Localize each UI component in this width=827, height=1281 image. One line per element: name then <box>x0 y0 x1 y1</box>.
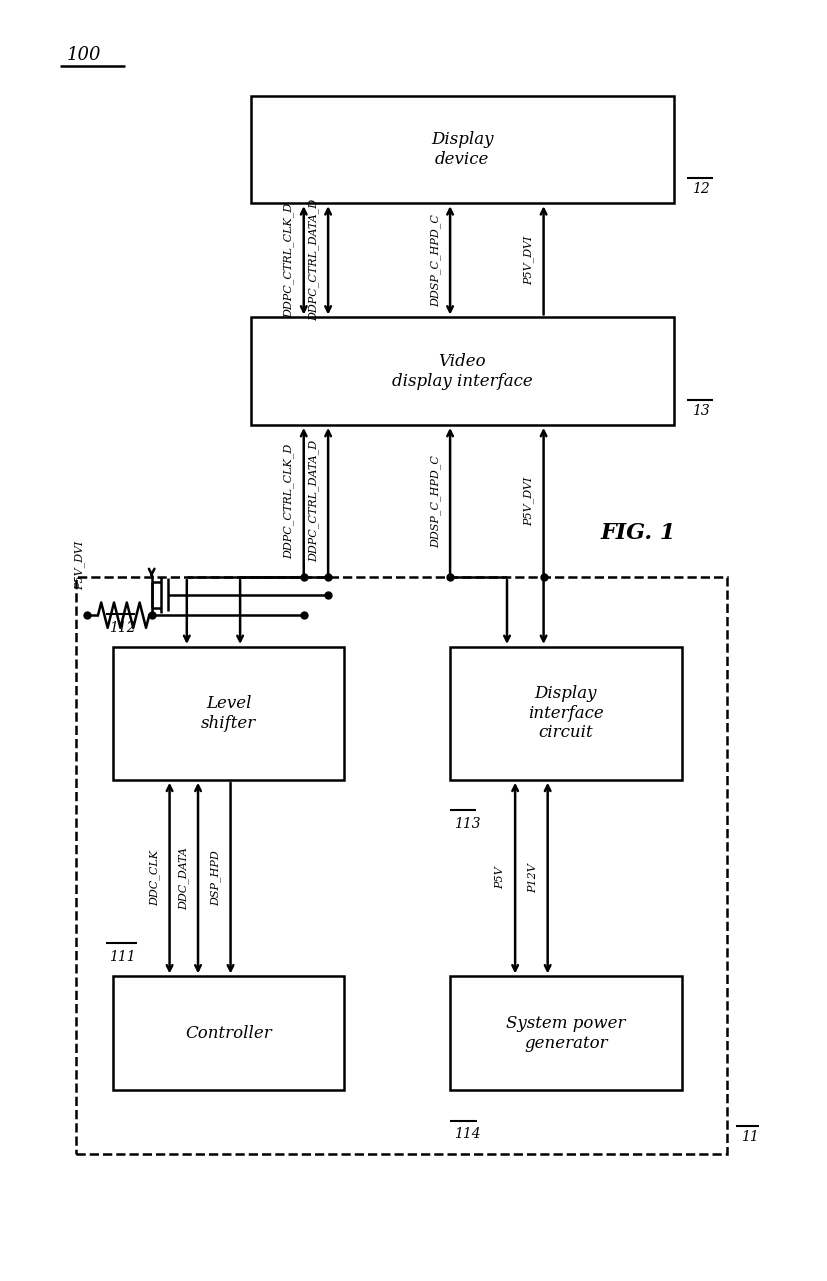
Text: Display
device: Display device <box>431 131 494 168</box>
Text: DDPC_CTRL_DATA_D: DDPC_CTRL_DATA_D <box>308 200 319 322</box>
FancyBboxPatch shape <box>251 96 674 204</box>
Text: P12V: P12V <box>528 863 538 893</box>
Text: System power
generator: System power generator <box>506 1015 626 1052</box>
Text: 112: 112 <box>108 620 135 634</box>
Text: DDPC_CTRL_CLK_D: DDPC_CTRL_CLK_D <box>284 443 294 559</box>
Text: 113: 113 <box>454 817 480 831</box>
Text: P5V_DVI: P5V_DVI <box>74 541 85 589</box>
Text: DDPC_CTRL_CLK_D: DDPC_CTRL_CLK_D <box>284 202 294 318</box>
Text: P5V_DVI: P5V_DVI <box>523 477 534 525</box>
Text: 11: 11 <box>741 1130 759 1144</box>
Text: 13: 13 <box>691 404 710 418</box>
FancyBboxPatch shape <box>450 647 681 780</box>
Text: DDPC_CTRL_DATA_D: DDPC_CTRL_DATA_D <box>308 441 319 562</box>
Text: Controller: Controller <box>185 1025 272 1041</box>
Text: DDSP_C_HPD_C: DDSP_C_HPD_C <box>430 455 441 547</box>
Text: DDC_DATA: DDC_DATA <box>178 847 189 910</box>
FancyBboxPatch shape <box>251 318 674 425</box>
Text: 100: 100 <box>66 46 101 64</box>
FancyBboxPatch shape <box>112 647 344 780</box>
Text: Level
shifter: Level shifter <box>201 696 256 731</box>
Text: 111: 111 <box>108 951 135 965</box>
Text: DDC_CLK: DDC_CLK <box>150 851 160 906</box>
FancyBboxPatch shape <box>450 976 681 1090</box>
FancyBboxPatch shape <box>76 578 727 1154</box>
Text: 12: 12 <box>691 182 710 196</box>
Text: FIG. 1: FIG. 1 <box>600 523 676 544</box>
Text: P5V: P5V <box>495 867 505 889</box>
Text: P5V_DVI: P5V_DVI <box>523 236 534 284</box>
Text: DDSP_C_HPD_C: DDSP_C_HPD_C <box>430 214 441 307</box>
FancyBboxPatch shape <box>112 976 344 1090</box>
Text: Video
display interface: Video display interface <box>392 354 533 389</box>
Text: DSP_HPD: DSP_HPD <box>211 851 222 906</box>
Text: 114: 114 <box>454 1127 480 1141</box>
Text: Display
interface
circuit: Display interface circuit <box>528 685 604 742</box>
